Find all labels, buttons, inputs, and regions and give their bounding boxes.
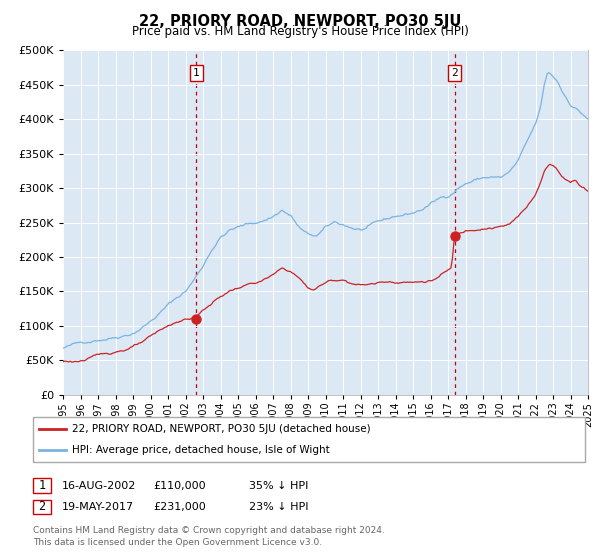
Text: £231,000: £231,000 [153, 502, 206, 512]
Text: 23% ↓ HPI: 23% ↓ HPI [249, 502, 308, 512]
Text: 16-AUG-2002: 16-AUG-2002 [62, 480, 136, 491]
Text: 22, PRIORY ROAD, NEWPORT, PO30 5JU: 22, PRIORY ROAD, NEWPORT, PO30 5JU [139, 14, 461, 29]
Text: 19-MAY-2017: 19-MAY-2017 [62, 502, 134, 512]
Text: £110,000: £110,000 [153, 480, 206, 491]
Text: 2: 2 [38, 500, 46, 514]
Text: 35% ↓ HPI: 35% ↓ HPI [249, 480, 308, 491]
Text: HPI: Average price, detached house, Isle of Wight: HPI: Average price, detached house, Isle… [72, 445, 330, 455]
Text: 1: 1 [193, 68, 200, 78]
Text: 1: 1 [38, 479, 46, 492]
Text: 22, PRIORY ROAD, NEWPORT, PO30 5JU (detached house): 22, PRIORY ROAD, NEWPORT, PO30 5JU (deta… [72, 424, 371, 435]
Text: This data is licensed under the Open Government Licence v3.0.: This data is licensed under the Open Gov… [33, 538, 322, 547]
Text: 2: 2 [451, 68, 458, 78]
Text: Contains HM Land Registry data © Crown copyright and database right 2024.: Contains HM Land Registry data © Crown c… [33, 526, 385, 535]
Text: Price paid vs. HM Land Registry's House Price Index (HPI): Price paid vs. HM Land Registry's House … [131, 25, 469, 38]
